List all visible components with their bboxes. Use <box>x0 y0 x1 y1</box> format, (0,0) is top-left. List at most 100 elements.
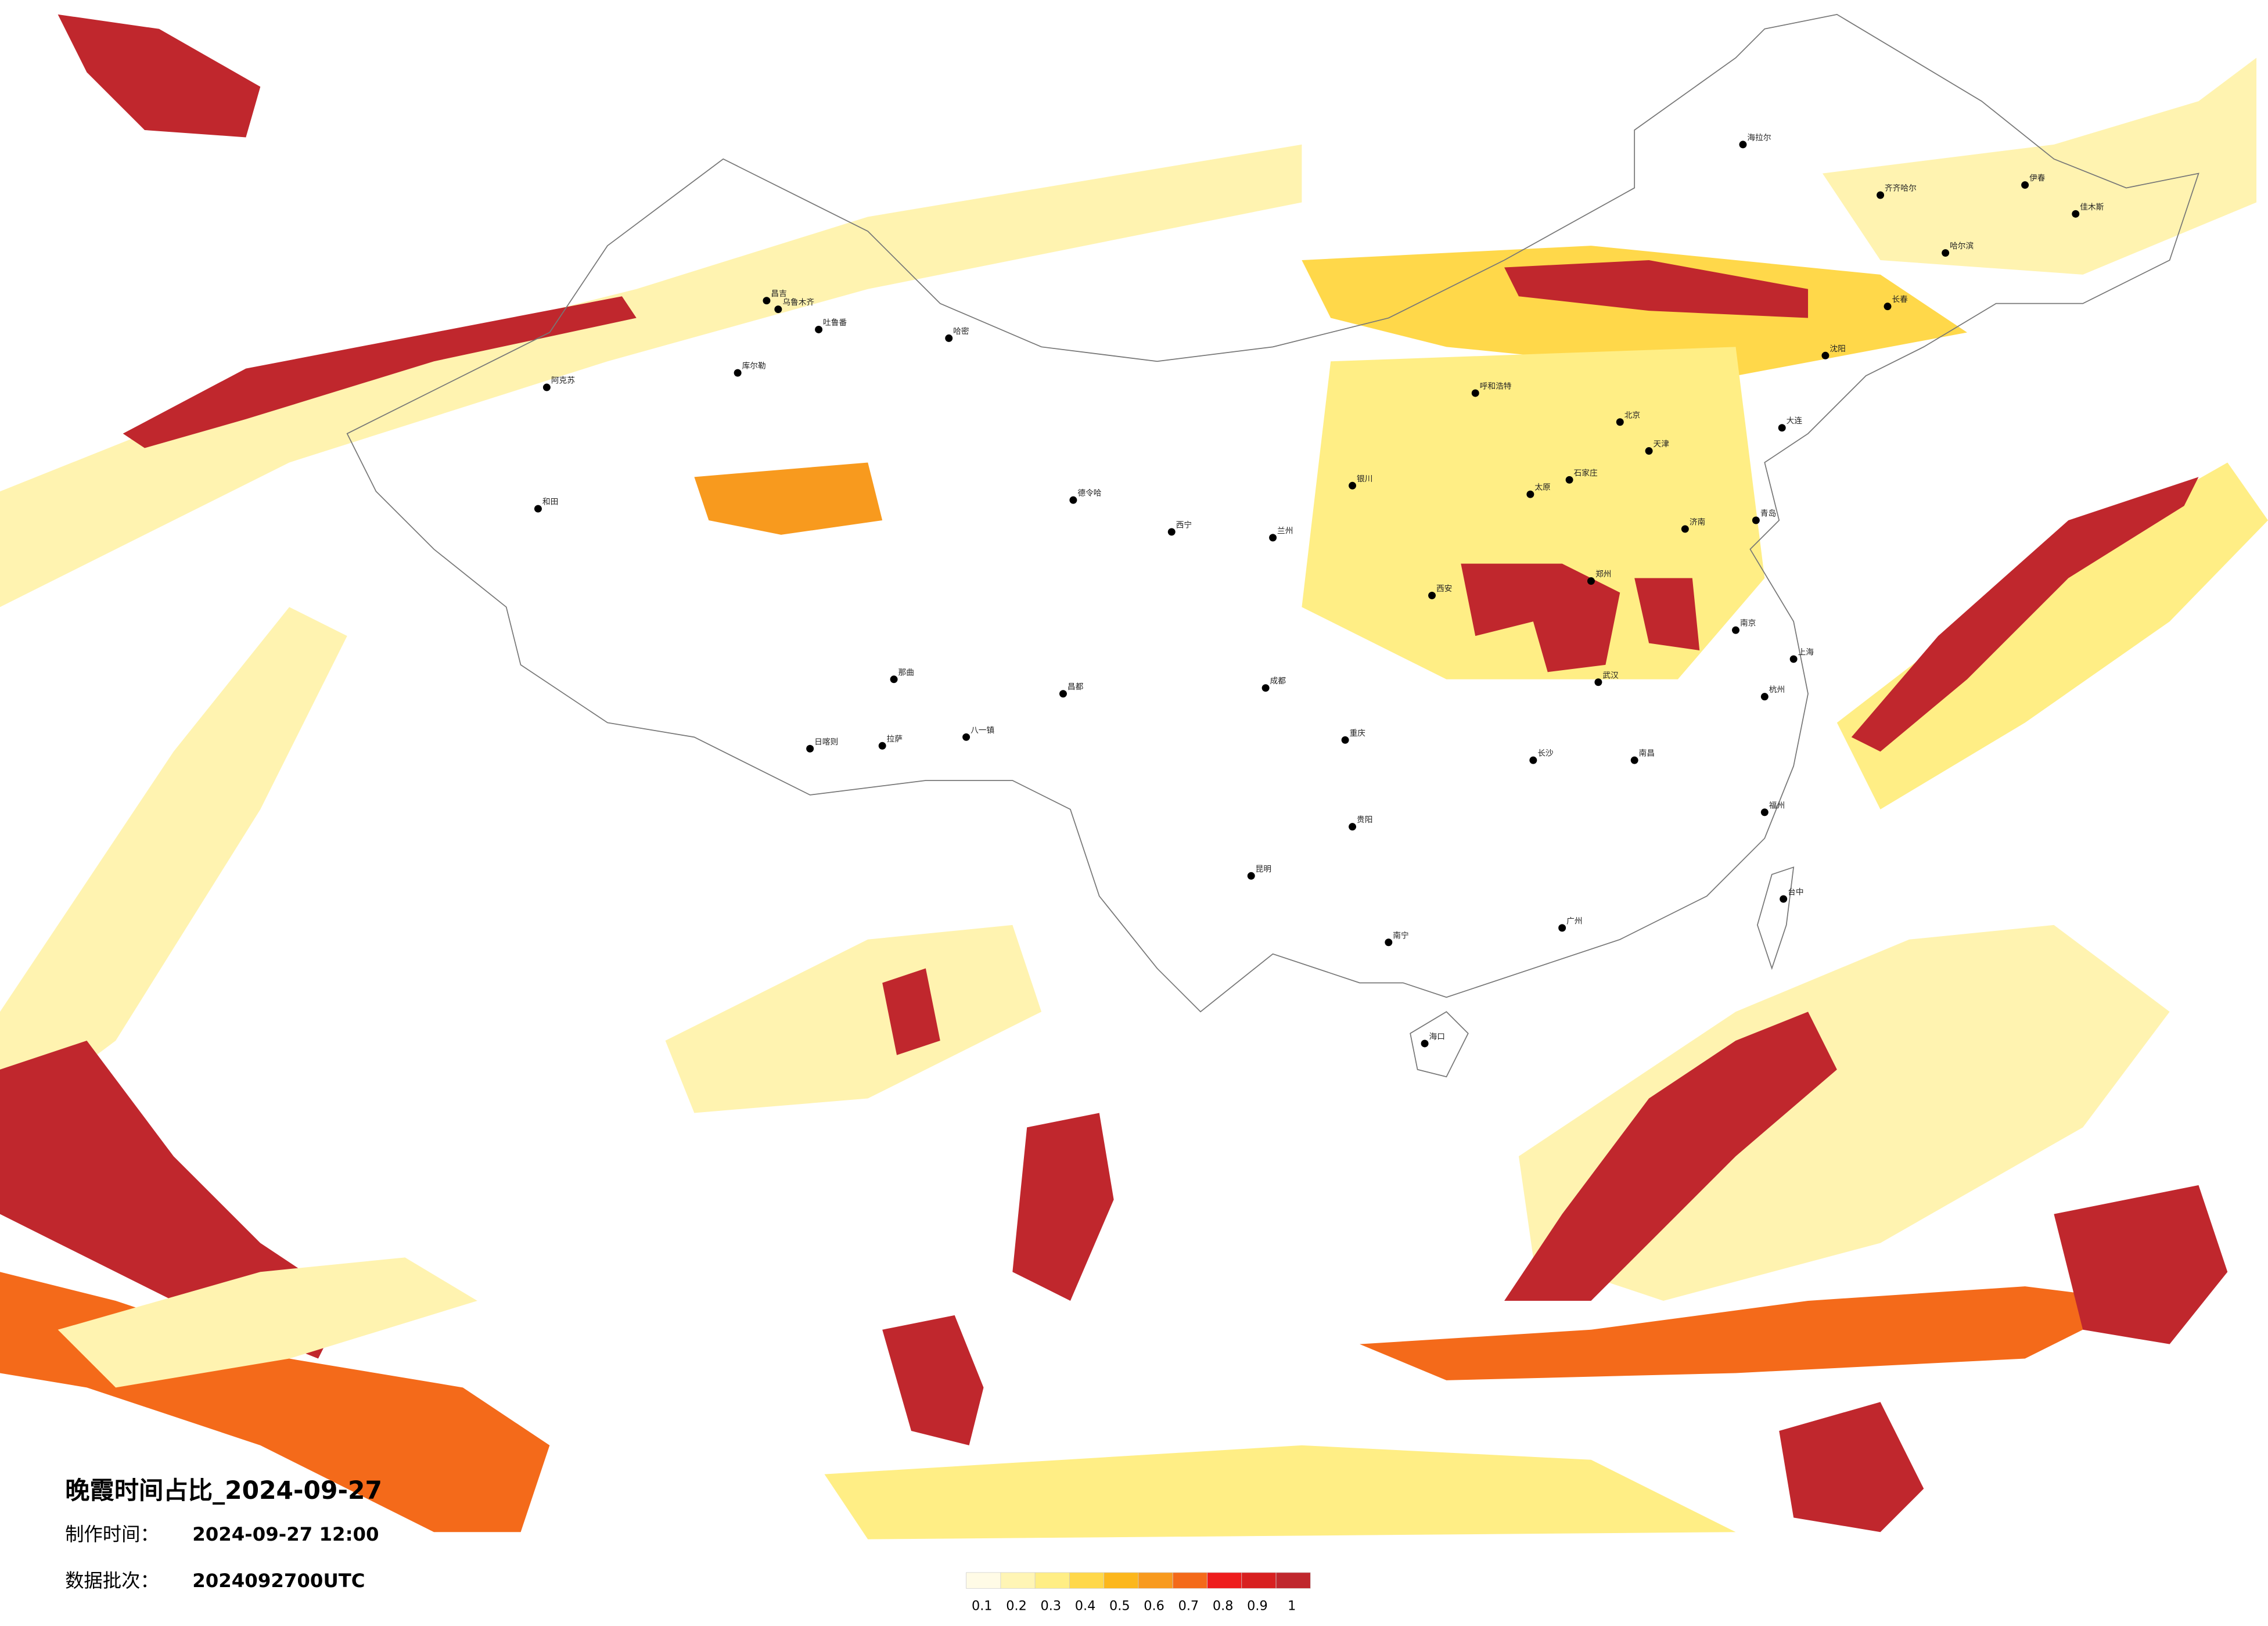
island-hainan <box>1410 1011 1469 1078</box>
city-dot <box>1594 678 1602 686</box>
city-dot <box>806 744 814 753</box>
city-dot <box>1349 823 1357 831</box>
city-dot <box>1385 938 1393 947</box>
city-label: 天津 <box>1654 440 1670 449</box>
city-label: 库尔勒 <box>742 362 766 371</box>
band <box>2054 1185 2228 1344</box>
band <box>1851 477 2199 752</box>
city-label: 南宁 <box>1393 930 1408 940</box>
city-dot <box>1471 389 1479 397</box>
city-label: 日喀则 <box>814 738 838 747</box>
city-dot <box>1732 626 1739 634</box>
band <box>1504 260 1809 318</box>
city-dot <box>1778 424 1786 432</box>
band <box>1634 578 1700 650</box>
legend-swatch <box>1207 1572 1242 1589</box>
city-dot <box>1645 447 1653 455</box>
city-dot <box>1752 516 1760 524</box>
city-label: 昌都 <box>1067 682 1084 692</box>
city-label: 佳木斯 <box>2080 203 2104 212</box>
legend-label: 0.8 <box>1213 1599 1234 1614</box>
city-label: 郑州 <box>1595 570 1611 579</box>
legend-label: 1 <box>1288 1599 1296 1614</box>
city-dot <box>763 297 771 305</box>
band <box>123 296 637 448</box>
city-dot <box>1942 249 1950 257</box>
city-dot <box>1529 756 1537 764</box>
city-dot <box>1059 690 1067 698</box>
city-label: 上海 <box>1798 647 1814 657</box>
legend-swatch <box>1172 1572 1207 1589</box>
city-dot <box>1630 756 1638 764</box>
city-label: 伊春 <box>2029 174 2046 183</box>
band <box>824 1445 1736 1539</box>
city-dot <box>1349 481 1357 490</box>
city-label: 西安 <box>1436 584 1452 593</box>
city-label: 那曲 <box>898 668 914 677</box>
legend-label: 0.9 <box>1247 1599 1268 1614</box>
city-label: 银川 <box>1357 474 1372 484</box>
city-dot <box>534 505 542 513</box>
legend-swatch <box>1000 1572 1036 1589</box>
island-taiwan <box>1756 866 1795 970</box>
city-label: 济南 <box>1690 517 1705 527</box>
city-dot <box>945 334 953 342</box>
city-dot <box>1780 895 1788 903</box>
band <box>57 14 261 138</box>
city-label: 昆明 <box>1256 865 1271 874</box>
legend-label: 0.4 <box>1075 1599 1096 1614</box>
city-label: 兰州 <box>1277 526 1293 535</box>
city-dot <box>1558 924 1566 932</box>
city-dot <box>1526 490 1534 498</box>
band <box>1461 563 1620 672</box>
made-time: 2024-09-27 12:00 <box>192 1523 379 1545</box>
city-dot <box>1681 525 1689 533</box>
city-dot <box>734 369 742 377</box>
legend-swatch <box>1069 1572 1105 1589</box>
city-dot <box>1167 528 1176 536</box>
city-dot <box>1760 808 1769 816</box>
city-dot <box>1261 684 1270 692</box>
band <box>665 924 1042 1113</box>
city-label: 齐齐哈尔 <box>1885 184 1917 193</box>
legend-label: 0.5 <box>1109 1599 1130 1614</box>
legend-label: 0.2 <box>1006 1599 1027 1614</box>
city-label: 哈尔滨 <box>1950 242 1974 251</box>
legend-swatch <box>1275 1572 1311 1589</box>
city-label: 南京 <box>1740 619 1756 628</box>
city-label: 海拉尔 <box>1747 133 1771 142</box>
city-label: 长春 <box>1892 295 1908 304</box>
city-label: 乌鲁木齐 <box>782 298 814 307</box>
legend-swatch <box>1241 1572 1277 1589</box>
city-label: 台中 <box>1788 888 1803 897</box>
band <box>1779 1402 1924 1533</box>
band <box>1012 1113 1114 1301</box>
city-label: 八一镇 <box>971 726 994 735</box>
legend-label: 0.1 <box>972 1599 993 1614</box>
band <box>882 1315 984 1445</box>
city-dot <box>1428 591 1436 599</box>
city-dot <box>1739 141 1747 149</box>
city-dot <box>1884 303 1892 311</box>
city-dot <box>1247 872 1255 880</box>
legend-label: 0.6 <box>1144 1599 1164 1614</box>
city-label: 阿克苏 <box>551 376 575 386</box>
city-dot <box>2021 181 2029 189</box>
city-dot <box>1421 1039 1429 1048</box>
city-label: 杭州 <box>1769 685 1785 695</box>
city-label: 广州 <box>1566 916 1582 926</box>
city-dot <box>878 742 886 750</box>
city-dot <box>1821 351 1830 359</box>
city-dot <box>815 325 823 333</box>
city-label: 重庆 <box>1350 729 1366 738</box>
batch-label: 数据批次： <box>65 1570 159 1592</box>
city-dot <box>890 675 898 684</box>
band <box>57 1257 477 1388</box>
city-label: 北京 <box>1624 411 1640 420</box>
city-dot <box>1269 534 1277 542</box>
city-dot <box>1877 191 1885 199</box>
band <box>1822 57 2257 275</box>
cloud-field <box>0 14 2268 1539</box>
